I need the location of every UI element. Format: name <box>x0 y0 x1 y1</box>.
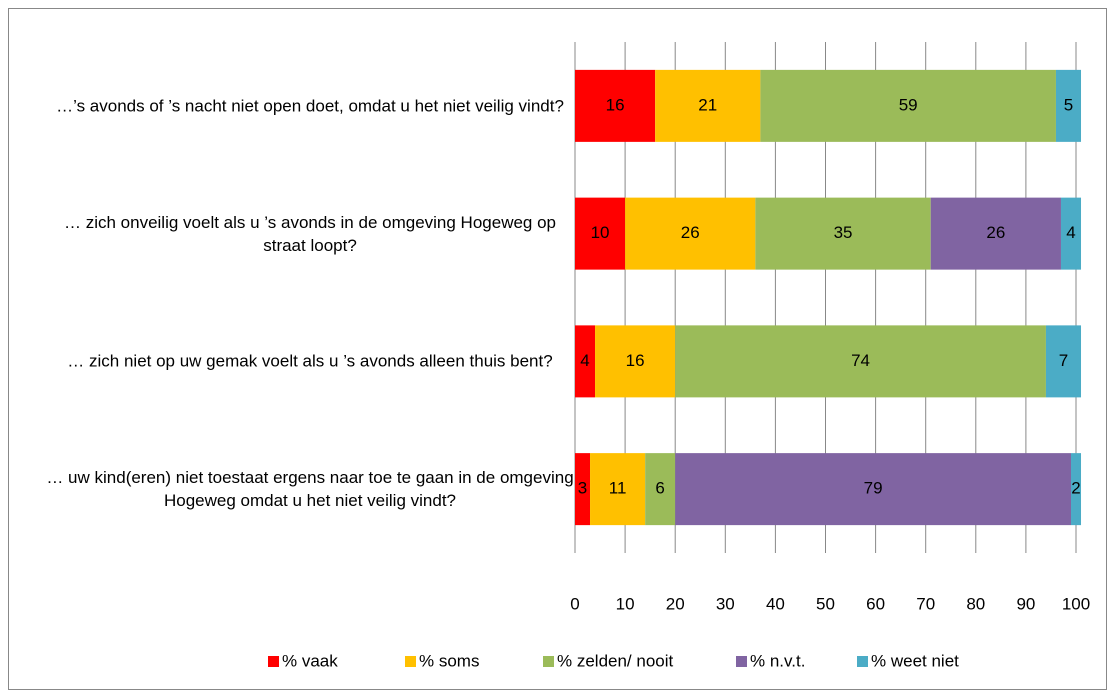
data-label: 6 <box>655 479 664 498</box>
data-label: 2 <box>1071 479 1080 498</box>
bar-segment <box>575 325 596 398</box>
x-tick-label: 100 <box>1062 594 1090 613</box>
bar-segment <box>755 197 931 270</box>
y-tick-label: … zich onveilig voelt als u ’s avonds in… <box>63 212 557 255</box>
bar-segment <box>575 69 656 142</box>
bar-segment <box>675 325 1046 398</box>
x-tick-label: 80 <box>966 594 985 613</box>
y-tick-label: … zich niet op uw gemak voelt als u ’s a… <box>67 351 553 371</box>
y-tick-label: …’s avonds of ’s nacht niet open doet, o… <box>56 96 564 116</box>
y-tick-label: … uw kind(eren) niet toestaat ergens naa… <box>46 468 574 511</box>
legend-swatch <box>736 656 747 667</box>
bar-segment <box>625 197 756 270</box>
bar-segment <box>575 453 591 526</box>
x-tick-label: 90 <box>1016 594 1035 613</box>
data-label: 7 <box>1059 351 1068 370</box>
x-tick-label: 10 <box>616 594 635 613</box>
bar-segment <box>1045 325 1082 398</box>
bar-segment <box>675 453 1071 526</box>
data-label: 74 <box>851 351 870 370</box>
legend-label: % vaak <box>282 651 338 670</box>
legend-swatch <box>268 656 279 667</box>
x-tick-label: 50 <box>816 594 835 613</box>
data-label: 21 <box>698 95 717 114</box>
data-label: 79 <box>864 479 883 498</box>
data-label: 10 <box>591 223 610 242</box>
data-label: 5 <box>1064 95 1073 114</box>
chart-border <box>8 8 1107 690</box>
x-tick-label: 30 <box>716 594 735 613</box>
legend-label: % weet niet <box>871 651 959 670</box>
data-label: 26 <box>681 223 700 242</box>
data-label: 11 <box>609 479 627 498</box>
x-tick-label: 20 <box>666 594 685 613</box>
data-label: 4 <box>1066 223 1075 242</box>
legend-label: % n.v.t. <box>750 651 805 670</box>
data-label: 16 <box>626 351 645 370</box>
bar-segment <box>595 325 676 398</box>
x-tick-label: 70 <box>916 594 935 613</box>
legend-swatch <box>857 656 868 667</box>
legend-label: % soms <box>419 651 479 670</box>
bar-segment <box>590 453 646 526</box>
bar-segment <box>760 69 1056 142</box>
bar-segment <box>1060 197 1082 270</box>
data-label: 26 <box>986 223 1005 242</box>
bar-segment <box>645 453 676 526</box>
data-label: 35 <box>834 223 853 242</box>
data-label: 59 <box>899 95 918 114</box>
data-label: 4 <box>580 351 589 370</box>
bar-segment <box>575 197 626 270</box>
x-tick-label: 40 <box>766 594 785 613</box>
legend-swatch <box>405 656 416 667</box>
bar-segment <box>1070 453 1082 526</box>
bar-segment <box>1055 69 1082 142</box>
x-tick-label: 0 <box>570 594 579 613</box>
x-tick-label: 60 <box>866 594 885 613</box>
legend-label: % zelden/ nooit <box>557 651 674 670</box>
data-label: 16 <box>606 95 625 114</box>
bar-segment <box>930 197 1061 270</box>
bar-segment <box>655 69 761 142</box>
data-label: 3 <box>578 479 587 498</box>
legend-swatch <box>543 656 554 667</box>
